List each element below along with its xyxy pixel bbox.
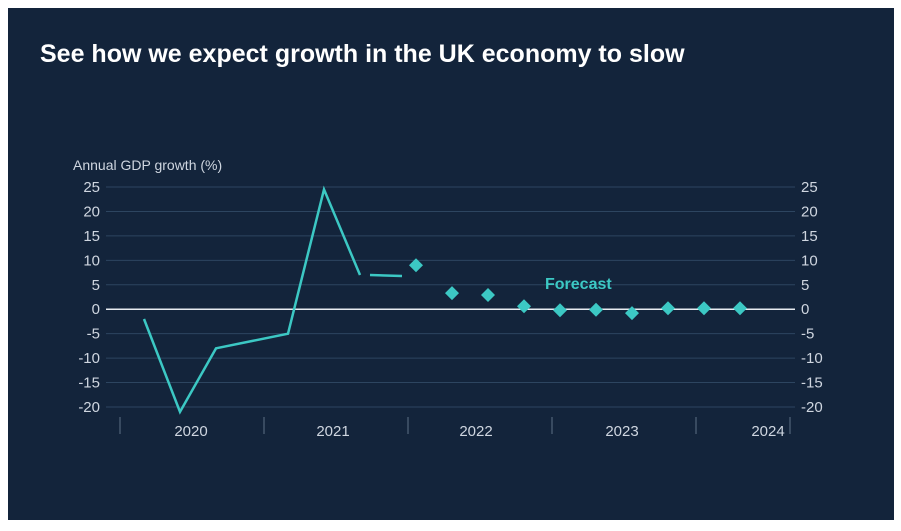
forecast-point bbox=[589, 302, 603, 317]
x-tick-label: 2021 bbox=[316, 423, 349, 440]
x-tick-label: 2022 bbox=[459, 423, 492, 440]
actual-growth-line bbox=[142, 185, 362, 415]
forecast-point bbox=[445, 286, 459, 301]
y-tick-label-left: 25 bbox=[83, 179, 100, 196]
forecast-point bbox=[481, 288, 495, 303]
y-tick-label-right: -5 bbox=[801, 326, 814, 343]
forecast-point bbox=[697, 301, 711, 316]
x-tick-label: 2020 bbox=[174, 423, 207, 440]
forecast-point bbox=[409, 258, 423, 273]
y-tick-label-right: 0 bbox=[801, 301, 809, 318]
y-tick-label-right: 25 bbox=[801, 179, 818, 196]
y-tick-label-right: 10 bbox=[801, 252, 818, 269]
forecast-point bbox=[625, 306, 639, 321]
y-tick-label-left: -20 bbox=[78, 399, 100, 416]
y-tick-label-left: 15 bbox=[83, 228, 100, 245]
forecast-annotation: Forecast bbox=[545, 276, 612, 293]
y-tick-label-right: 20 bbox=[801, 203, 818, 220]
y-tick-label-left: 0 bbox=[92, 301, 100, 318]
series bbox=[142, 185, 747, 415]
x-tick-label: 2024 bbox=[751, 423, 784, 440]
x-tick-label: 2023 bbox=[605, 423, 638, 440]
y-tick-label-left: 10 bbox=[83, 252, 100, 269]
y-tick-label-right: -15 bbox=[801, 375, 823, 392]
y-tick-label-left: -15 bbox=[78, 375, 100, 392]
forecast-point bbox=[553, 303, 567, 318]
y-tick-label-right: 5 bbox=[801, 277, 809, 294]
y-tick-label-left: 5 bbox=[92, 277, 100, 294]
y-tick-label-right: -20 bbox=[801, 399, 823, 416]
actual-growth-line-tail bbox=[369, 273, 403, 278]
y-tick-label-left: 20 bbox=[83, 203, 100, 220]
chart-title: See how we expect growth in the UK econo… bbox=[40, 40, 685, 68]
y-tick-label-left: -10 bbox=[78, 350, 100, 367]
y-tick-label-right: 15 bbox=[801, 228, 818, 245]
y-axis-label: Annual GDP growth (%) bbox=[73, 157, 222, 173]
y-tick-label-left: -5 bbox=[87, 326, 100, 343]
gridlines bbox=[106, 186, 795, 408]
y-tick-label-right: -10 bbox=[801, 350, 823, 367]
forecast-point bbox=[661, 301, 675, 316]
forecast-point bbox=[517, 299, 531, 314]
chart-panel bbox=[8, 8, 894, 520]
forecast-point bbox=[733, 301, 747, 316]
